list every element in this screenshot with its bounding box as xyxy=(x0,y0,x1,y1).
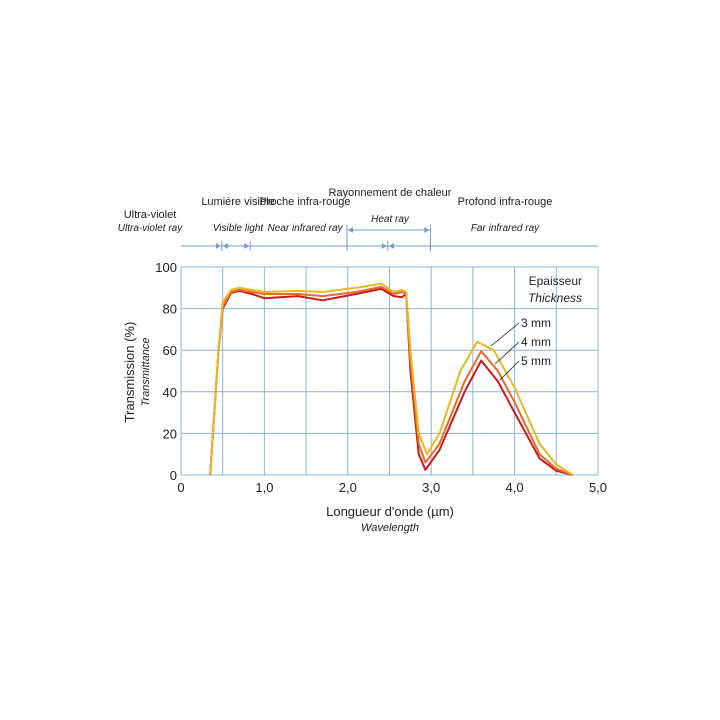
band-label-heat: Rayonnement de chaleur xyxy=(329,187,452,199)
y-tick-label: 60 xyxy=(163,343,177,358)
band-sub-visible: Visible light xyxy=(213,223,265,234)
band-sub-uv: Ultra-violet ray xyxy=(118,223,183,234)
band-label-near-ir: Proche infra-rouge xyxy=(259,196,350,208)
legend-title: Epaisseur xyxy=(529,274,582,288)
arrow-icon xyxy=(388,243,394,249)
legend-subtitle: Thickness xyxy=(528,291,582,305)
x-tick-label: 4,0 xyxy=(506,480,524,495)
band-sub-near-ir: Near infrared ray xyxy=(267,223,343,234)
y-tick-label: 100 xyxy=(155,260,177,275)
band-label-visible: Lumière visible xyxy=(201,196,274,208)
legend-5mm: 5 mm xyxy=(521,354,551,368)
leader-4mm xyxy=(494,341,520,365)
arrow-icon xyxy=(424,227,430,233)
band-label-uv: Ultra-violet xyxy=(124,209,177,221)
arrow-icon xyxy=(222,243,228,249)
x-tick-label: 3,0 xyxy=(422,480,440,495)
y-tick-label: 40 xyxy=(163,385,177,400)
y-tick-label: 20 xyxy=(163,426,177,441)
arrow-icon xyxy=(381,243,387,249)
band-sub-heat: Heat ray xyxy=(371,214,410,225)
x-axis-sublabel: Wavelength xyxy=(361,522,419,534)
x-tick-label: 0 xyxy=(177,480,184,495)
series-line-3mm xyxy=(209,282,574,476)
x-tick-label: 5,0 xyxy=(589,480,607,495)
x-tick-label: 1,0 xyxy=(255,480,273,495)
y-axis-sublabel: Transmittance xyxy=(140,338,152,407)
arrow-icon xyxy=(215,243,221,249)
x-axis-label: Longueur d'onde (µm) xyxy=(326,504,454,519)
band-sub-far-ir: Far infrared ray xyxy=(471,223,540,234)
y-tick-label: 80 xyxy=(163,302,177,317)
series-line-4mm xyxy=(209,285,574,476)
y-axis-label: Transmission (%) xyxy=(122,322,137,423)
arrow-icon xyxy=(244,243,250,249)
leader-5mm xyxy=(499,360,520,381)
arrow-icon xyxy=(347,227,353,233)
leader-3mm xyxy=(490,322,520,347)
x-tick-label: 2,0 xyxy=(339,480,357,495)
legend-4mm: 4 mm xyxy=(521,335,551,349)
legend-3mm: 3 mm xyxy=(521,316,551,330)
band-label-far-ir: Profond infra-rouge xyxy=(458,196,553,208)
y-tick-label: 0 xyxy=(170,468,177,483)
